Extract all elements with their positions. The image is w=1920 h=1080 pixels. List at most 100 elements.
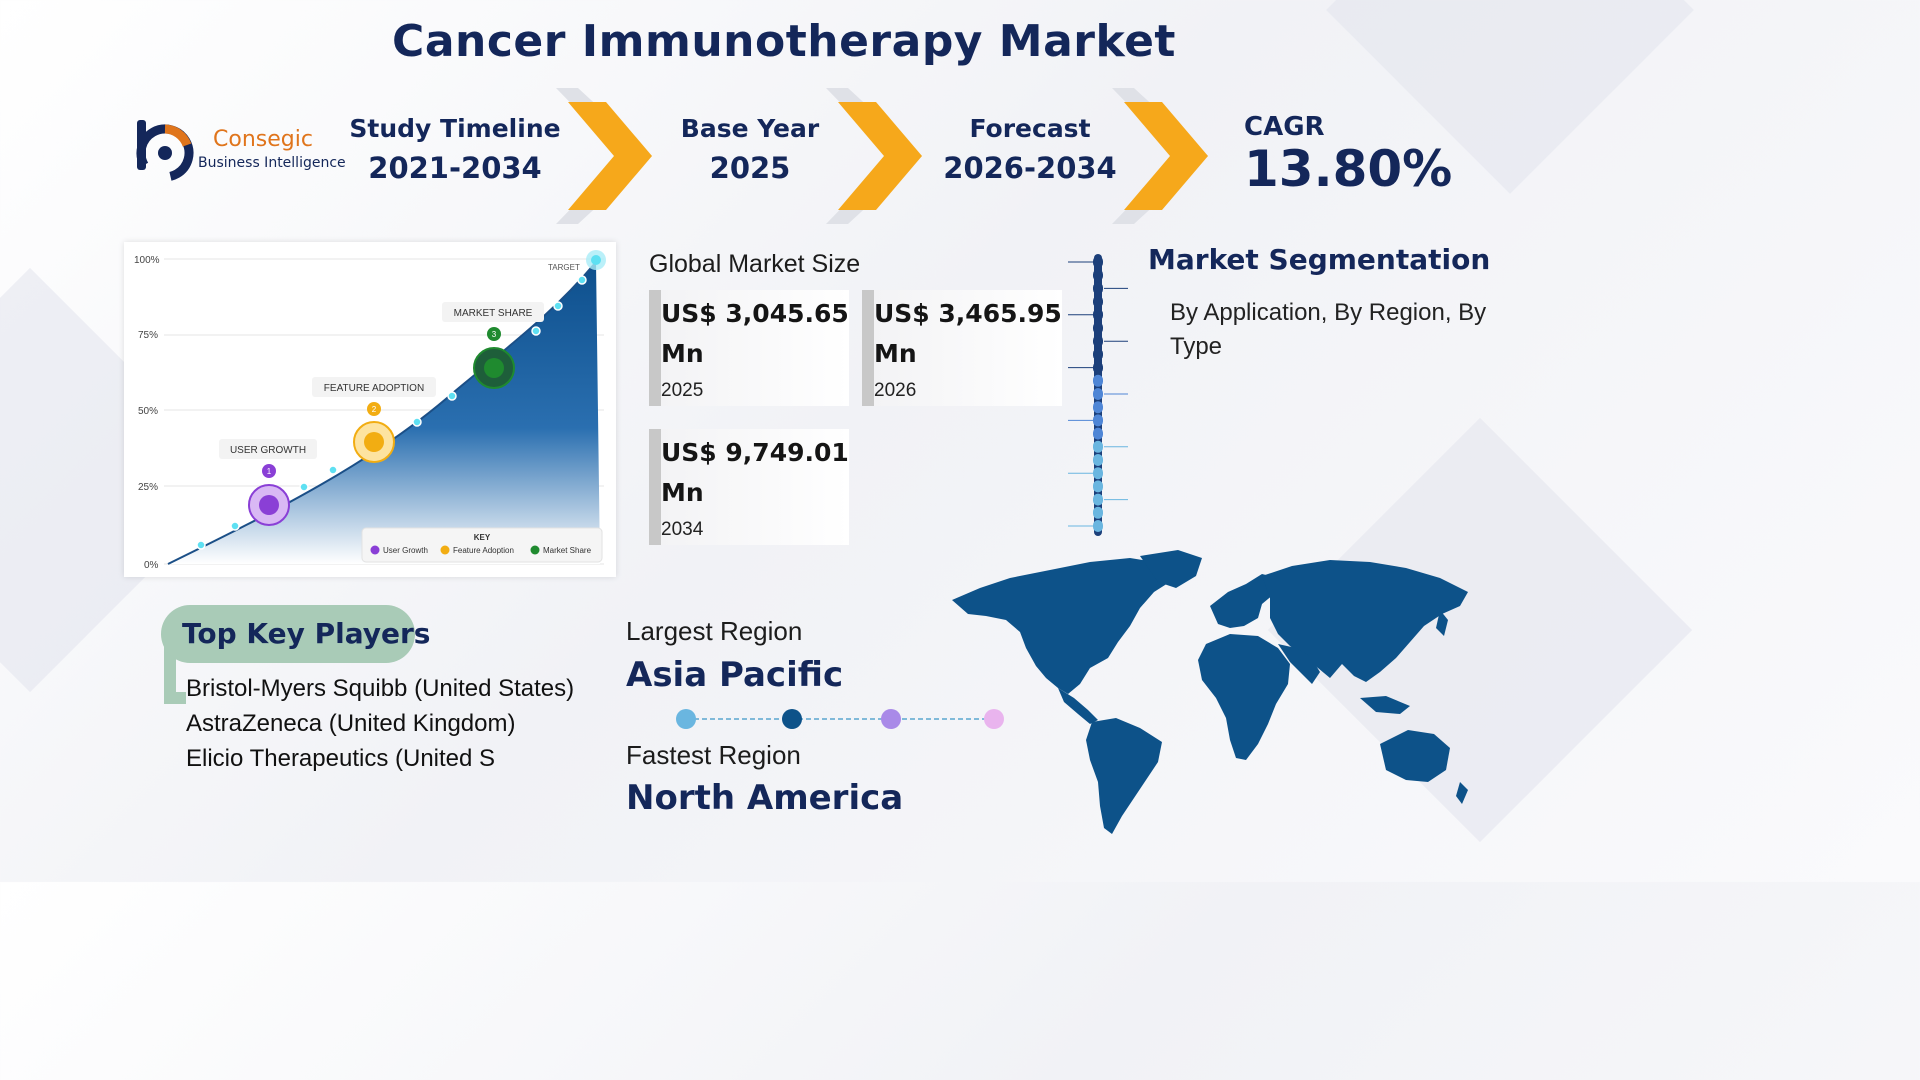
bead	[1093, 506, 1103, 519]
timeline-base-year-label: Base Year	[680, 114, 820, 143]
timeline-study: Study Timeline 2021-2034	[345, 114, 565, 185]
map-asia	[1262, 560, 1468, 682]
market-size-2034: US$ 9,749.01 Mn 2034	[649, 429, 849, 545]
milestone-feature-adoption: FEATURE ADOPTION 2	[312, 377, 436, 463]
map-greenland	[1140, 550, 1202, 588]
map-north-america	[952, 558, 1176, 694]
timeline-forecast-value: 2026-2034	[943, 151, 1117, 185]
y-tick-label: 25%	[138, 482, 158, 493]
cagr-label: CAGR	[1244, 112, 1325, 142]
bead	[1093, 308, 1103, 321]
map-india	[1278, 644, 1320, 684]
key-title: KEY	[474, 533, 491, 542]
page-title: Cancer Immunotherapy Market	[392, 16, 1176, 67]
milestone-number: 2	[372, 405, 377, 414]
map-australia	[1380, 730, 1450, 782]
milestone-number: 3	[492, 330, 497, 339]
market-size-amount: US$ 3,045.65	[661, 299, 849, 328]
map-south-america	[1086, 718, 1162, 834]
logo-name: Consegic	[213, 127, 313, 152]
segmentation-title: Market Segmentation	[1148, 243, 1491, 276]
bead	[1093, 414, 1103, 427]
illustration-key: KEY User Growth Feature Adoption Market …	[361, 527, 603, 563]
region-dot	[676, 709, 696, 729]
market-size-2026: US$ 3,465.95 Mn 2026	[862, 290, 1062, 406]
market-size-2025: US$ 3,045.65 Mn 2025	[649, 290, 849, 406]
y-tick-label: 100%	[134, 255, 160, 266]
market-size-unit: Mn	[661, 478, 704, 507]
bead	[1093, 322, 1103, 334]
milestone-label: FEATURE ADOPTION	[324, 383, 424, 394]
bead	[1093, 520, 1103, 532]
market-size-year: 2025	[661, 380, 704, 401]
timeline-base-year-value: 2025	[709, 151, 791, 185]
y-tick-label: 50%	[138, 406, 158, 417]
market-size-amount: US$ 9,749.01	[661, 438, 849, 467]
key-players-bracket	[164, 640, 186, 704]
key-players-pill	[161, 605, 415, 663]
milestone-market-share: MARKET SHARE 3	[442, 302, 544, 389]
region-dots-connector	[676, 709, 1004, 729]
list-item: Elicio Therapeutics (United S	[186, 745, 496, 772]
decorative-bead-column	[1068, 254, 1128, 536]
cagr-value: 13.80%	[1244, 140, 1453, 198]
bead	[1093, 295, 1103, 308]
bead	[1093, 374, 1103, 387]
chevron-right-icon	[1112, 88, 1208, 224]
market-size-year: 2034	[661, 519, 704, 540]
timeline-study-value: 2021-2034	[368, 151, 542, 185]
region-dot	[984, 709, 1004, 729]
bead	[1093, 467, 1103, 480]
largest-region-label: Largest Region	[626, 616, 803, 646]
bead	[1093, 256, 1103, 268]
logo-icon	[136, 120, 194, 182]
timeline-study-label: Study Timeline	[349, 114, 561, 143]
bead	[1093, 388, 1103, 400]
chevron-right-icon	[556, 88, 652, 224]
bead	[1093, 454, 1103, 466]
key-item: Market Share	[543, 546, 592, 555]
region-dot	[782, 709, 802, 729]
map-central-america	[1058, 688, 1098, 724]
map-japan	[1436, 610, 1448, 636]
growth-curve	[167, 261, 597, 565]
bead	[1093, 427, 1103, 440]
timeline-forecast-label: Forecast	[969, 114, 1091, 143]
world-map	[952, 550, 1468, 834]
segmentation-text: By Application, By Region, By Type	[1170, 299, 1487, 360]
bead	[1093, 440, 1103, 453]
fastest-region-label: Fastest Region	[626, 740, 801, 770]
milestone-number: 1	[267, 467, 272, 476]
key-players-title: Top Key Players	[182, 617, 431, 650]
logo-tagline: Business Intelligence	[198, 155, 346, 171]
key-players-list: Bristol-Myers Squibb (United States) Ast…	[186, 671, 606, 776]
y-tick-label: 75%	[138, 330, 158, 341]
market-size-unit: Mn	[661, 339, 704, 368]
y-tick-label: 0%	[144, 560, 159, 571]
bead	[1093, 361, 1103, 374]
logo	[134, 118, 334, 188]
list-item: AstraZeneca (United Kingdom)	[186, 710, 516, 737]
market-size-unit: Mn	[874, 339, 917, 368]
bead	[1093, 282, 1103, 295]
largest-region-value: Asia Pacific	[626, 655, 844, 695]
market-size-year: 2026	[874, 380, 917, 401]
bead	[1093, 335, 1103, 348]
bead	[1093, 480, 1103, 493]
fastest-region-value: North America	[626, 778, 904, 818]
map-new-zealand	[1456, 782, 1468, 804]
market-size-label: Global Market Size	[649, 250, 861, 278]
map-indonesia	[1360, 696, 1410, 714]
target-label: TARGET	[548, 263, 580, 272]
milestone-label: USER GROWTH	[230, 445, 306, 456]
timeline-forecast: Forecast 2026-2034	[925, 114, 1135, 185]
milestone-label: MARKET SHARE	[454, 308, 533, 319]
list-item: Bristol-Myers Squibb (United States)	[186, 675, 575, 702]
map-africa	[1198, 634, 1290, 760]
bead	[1093, 493, 1103, 506]
region-dot	[881, 709, 901, 729]
growth-illustration: 100% 75% 50% 25% 0% TARGET USER GROWTH 1	[124, 242, 616, 577]
bead	[1093, 348, 1103, 361]
milestone-user-growth: USER GROWTH 1	[219, 439, 317, 526]
market-size-amount: US$ 3,465.95	[874, 299, 1062, 328]
